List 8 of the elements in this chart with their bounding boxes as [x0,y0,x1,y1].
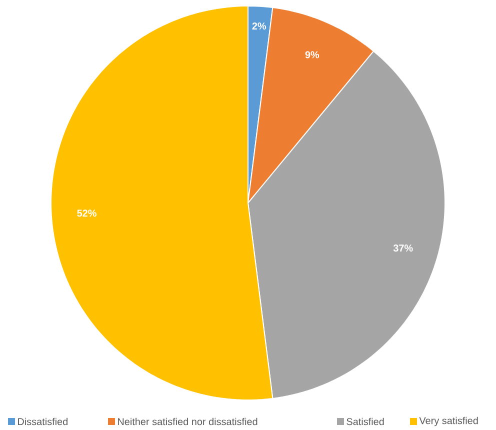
legend-label: Very satisfied [419,416,478,426]
legend-label: Dissatisfied [18,418,68,426]
data-label: 52% [77,210,96,217]
legend-label: Neither satisfied nor dissatisfied [118,418,258,426]
data-label: 2% [252,22,266,30]
data-label: 37% [393,244,413,252]
legend-label: Satisfied [346,418,384,426]
data-label: 9% [305,51,320,58]
